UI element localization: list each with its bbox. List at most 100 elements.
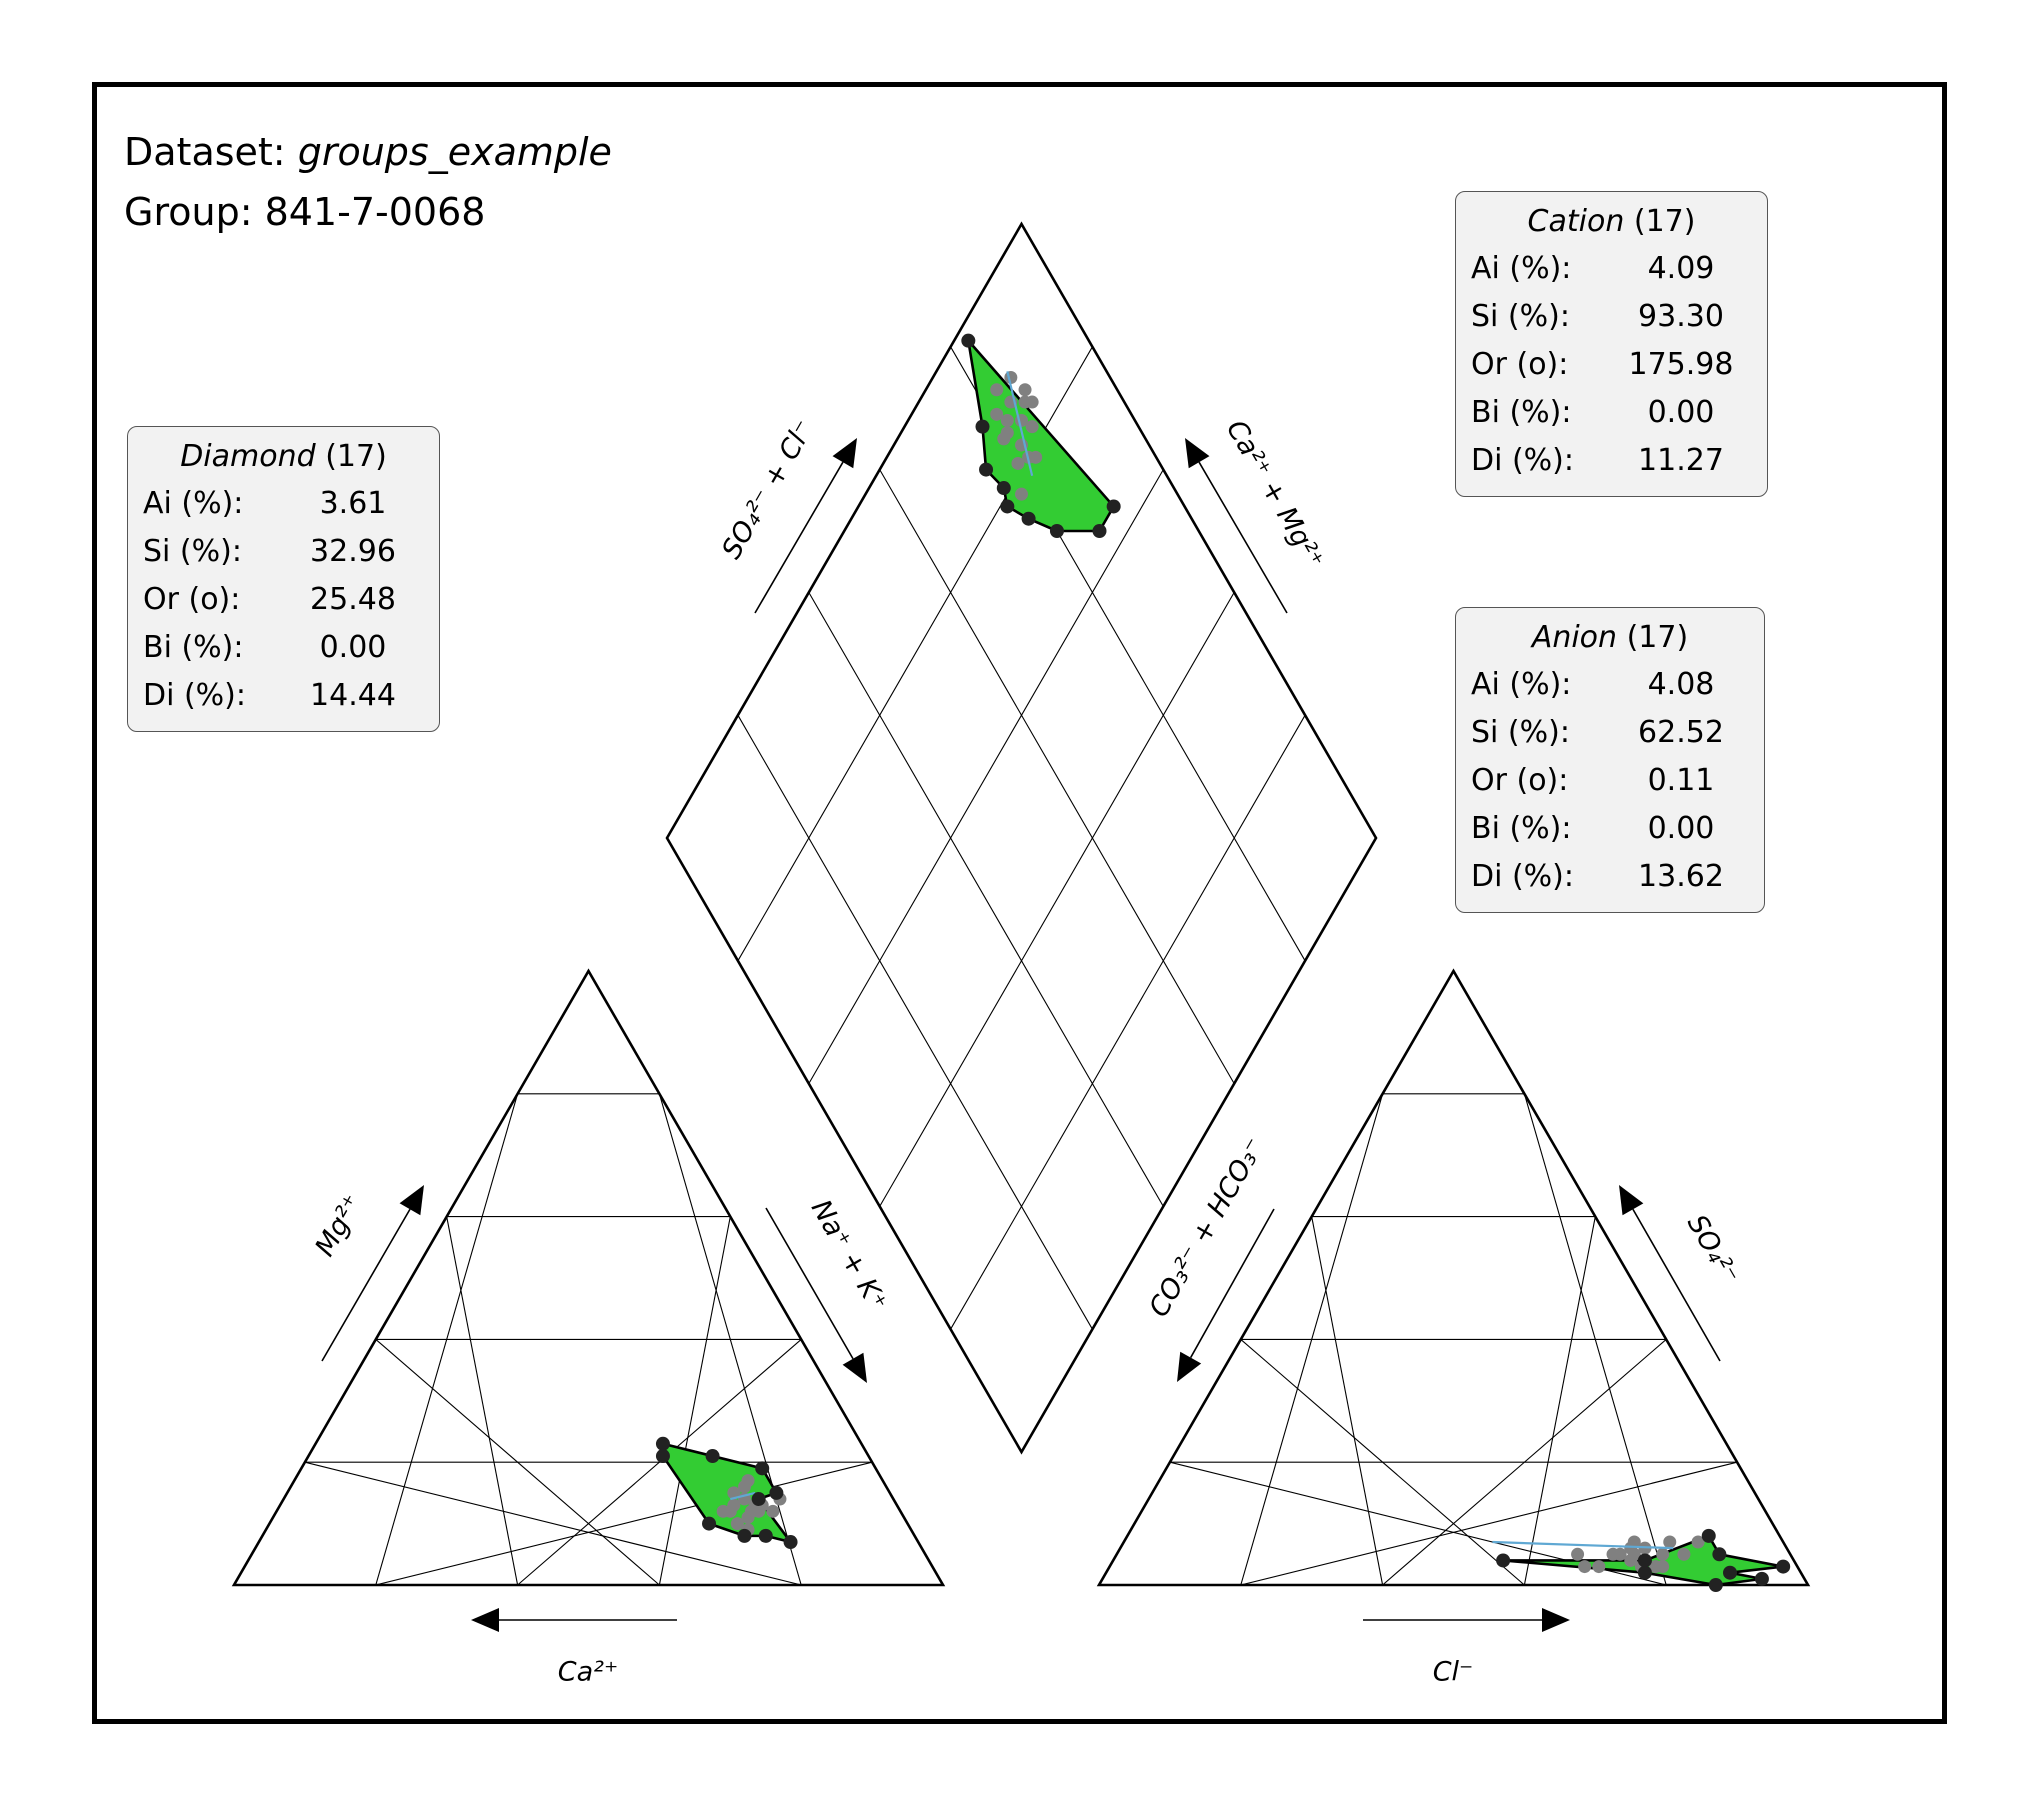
stat-label: Si (%):: [143, 534, 242, 569]
stat-label: Si (%):: [1471, 715, 1570, 750]
diamond-right-arrow: [1185, 438, 1288, 614]
anion-gridline-l: [1382, 1338, 1667, 1586]
diamond-hull-point: [1106, 499, 1121, 514]
anion-gridline-r: [1311, 1216, 1384, 1586]
stat-value: 4.09: [1647, 251, 1715, 286]
cation-left-label: Mg²⁺: [309, 1189, 369, 1261]
cation-gridline-l: [375, 1461, 873, 1586]
cation-bottom-arrow-head: [471, 1608, 499, 1632]
anion-right-arrow-shaft: [1632, 1208, 1721, 1362]
stat-value: 13.62: [1638, 859, 1724, 894]
anion-hull-point: [1701, 1528, 1716, 1543]
cation-stat-row: Or (o): 175.98: [1471, 347, 1751, 383]
diamond-hull-point: [979, 462, 994, 477]
anion-hull-point: [1776, 1559, 1791, 1574]
diamond-hull-point: [1000, 499, 1015, 514]
cation-sample-point: [741, 1474, 755, 1488]
anion-principal-axis-line: [1492, 1540, 1674, 1550]
anion-left-arrow-shaft: [1189, 1208, 1275, 1358]
diamond-gridline-a: [879, 592, 1235, 1207]
anion-sample-point: [1691, 1535, 1705, 1549]
anion-stat-row: Or (o): 0.11: [1471, 763, 1751, 799]
cation-hull-point: [702, 1516, 717, 1531]
anion-sample-point: [1677, 1547, 1691, 1561]
axis-labels: Mg²⁺ Na⁺ + K⁺Ca²⁺CO₃²⁻ + HCO₃⁻ SO₄²⁻Cl⁻SO₄…: [309, 415, 1745, 1688]
stat-label: Bi (%):: [1471, 395, 1572, 430]
stat-value: 3.61: [319, 486, 387, 521]
anion-gridline-l: [1240, 1461, 1738, 1586]
stat-value: 93.30: [1638, 299, 1724, 334]
cation-hull-point: [755, 1461, 770, 1476]
diagram-outlines: [231, 221, 1811, 1587]
cation-hull-point: [705, 1449, 720, 1464]
diamond-stats-title: Diamond (17): [180, 439, 387, 474]
cation-hull-point: [783, 1535, 798, 1550]
diamond-right-arrow-head: [1185, 438, 1210, 469]
diamond-stat-row: Di (%): 14.44: [143, 678, 423, 714]
diamond-outline: [665, 221, 1378, 1455]
cation-stats-box: Cation (17) Ai (%): 4.09 Si (%): 93.30 Or (o)…: [1455, 191, 1768, 497]
stat-value: 175.98: [1628, 347, 1734, 382]
anion-left-arrow: [1177, 1208, 1275, 1382]
stat-label: Ai (%):: [1471, 667, 1572, 702]
anion-right-arrow-head: [1619, 1185, 1644, 1216]
cation-triangle-outline: [231, 968, 946, 1587]
diamond-sample-point: [1018, 383, 1032, 397]
stat-label: Bi (%):: [1471, 811, 1572, 846]
stat-label: Ai (%):: [1471, 251, 1572, 286]
cation-hull-point: [737, 1528, 752, 1543]
anion-hull-point: [1637, 1553, 1652, 1568]
stat-value: 11.27: [1638, 443, 1724, 478]
diamond-sample-point: [1025, 420, 1039, 434]
cation-sample-point: [723, 1504, 737, 1518]
anion-bottom-arrow: [1363, 1608, 1570, 1632]
anion-stat-row: Ai (%): 4.08: [1471, 667, 1751, 703]
diamond-stats-box: Diamond (17) Ai (%): 3.61 Si (%): 32.96 Or (o…: [127, 426, 440, 732]
anion-sample-point: [1578, 1560, 1592, 1574]
cation-bottom-label: Ca²⁺: [558, 1657, 618, 1688]
diamond-hull-point: [975, 419, 990, 434]
anion-sample-point: [1613, 1547, 1627, 1561]
anion-left-label: CO₃²⁻ + HCO₃⁻: [1143, 1133, 1270, 1323]
diamond-left-arrow: [754, 438, 857, 614]
cation-hull-point: [769, 1485, 784, 1500]
anion-left-arrow-head: [1177, 1351, 1202, 1382]
diamond-gridline-a: [950, 714, 1306, 1330]
dataset-title: Dataset: groups_example: [124, 130, 612, 174]
diamond-sample-point: [1011, 456, 1025, 470]
cation-gridline-l: [517, 1338, 802, 1586]
stat-value: 32.96: [310, 534, 396, 569]
stat-value: 4.08: [1647, 667, 1715, 702]
stat-label: Di (%):: [1471, 443, 1574, 478]
diamond-gridline-b: [737, 714, 1093, 1330]
anion-sample-point: [1627, 1547, 1641, 1561]
cation-gridline-r: [446, 1216, 519, 1586]
diamond-sample-point: [1018, 395, 1032, 409]
cation-sample-point: [727, 1486, 741, 1500]
diamond-left-arrow-shaft: [754, 461, 844, 614]
diamond-sample-point: [990, 407, 1004, 421]
stat-label: Di (%):: [143, 678, 246, 713]
anion-gridline-l: [1523, 1093, 1667, 1586]
diamond-left-arrow-head: [832, 438, 857, 469]
anion-right-label: SO₄²⁻: [1681, 1210, 1745, 1290]
axis-arrows: [321, 438, 1721, 1632]
diamond-right-arrow-shaft: [1198, 461, 1288, 614]
cation-hull-point: [655, 1436, 670, 1451]
cation-hull-point: [758, 1528, 773, 1543]
cation-stat-row: Ai (%): 4.09: [1471, 251, 1751, 287]
cation-left-arrow-head: [399, 1185, 424, 1216]
cation-left-arrow-shaft: [321, 1208, 411, 1362]
stat-value: 14.44: [310, 678, 396, 713]
cation-bottom-arrow: [471, 1608, 677, 1632]
diamond-stat-row: Si (%): 32.96: [143, 534, 423, 570]
anion-gridline-l: [1523, 1216, 1596, 1586]
stat-value: 25.48: [310, 582, 396, 617]
diagram-grid: [304, 346, 1738, 1586]
cation-stat-row: Bi (%): 0.00: [1471, 395, 1751, 431]
anion-stats-box: Anion (17) Ai (%): 4.08 Si (%): 62.52 Or (o):…: [1455, 607, 1765, 913]
diamond-principal-axis-line: [1006, 371, 1034, 476]
stat-label: Ai (%):: [143, 486, 244, 521]
anion-sample-point: [1663, 1535, 1677, 1549]
